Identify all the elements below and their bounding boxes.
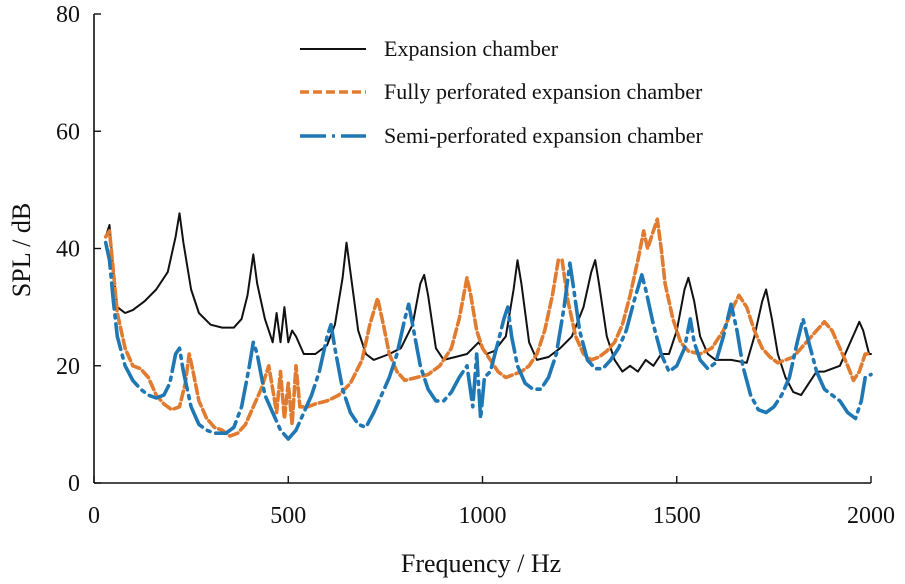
- axis-ticks: 0 20 40 60 80 0 500 1000 1500 2000: [56, 2, 895, 529]
- series-line-2: [103, 217, 873, 438]
- x-tick-label: 1000: [459, 503, 507, 529]
- legend: Expansion chamber Fully perforated expans…: [300, 36, 704, 148]
- y-tick-label: 80: [56, 2, 80, 28]
- legend-label-2: Fully perforated expansion chamber: [384, 79, 703, 104]
- legend-label-3: Semi-perforated expansion chamber: [384, 123, 704, 148]
- x-axis-title: Frequency / Hz: [401, 549, 561, 578]
- x-tick-label: 0: [88, 503, 100, 529]
- y-tick-label: 40: [56, 237, 80, 263]
- y-tick-label: 60: [56, 119, 80, 145]
- x-tick-label: 2000: [847, 503, 895, 529]
- y-tick-label: 0: [68, 471, 80, 497]
- y-axis-title: SPL / dB: [7, 203, 36, 297]
- series-line-3: [103, 240, 873, 441]
- y-tick-label: 20: [56, 354, 80, 380]
- plot-area: [103, 212, 873, 441]
- series-line-1: [104, 212, 872, 397]
- legend-label-1: Expansion chamber: [384, 36, 559, 61]
- x-tick-label: 500: [270, 503, 306, 529]
- x-tick-label: 1500: [653, 503, 701, 529]
